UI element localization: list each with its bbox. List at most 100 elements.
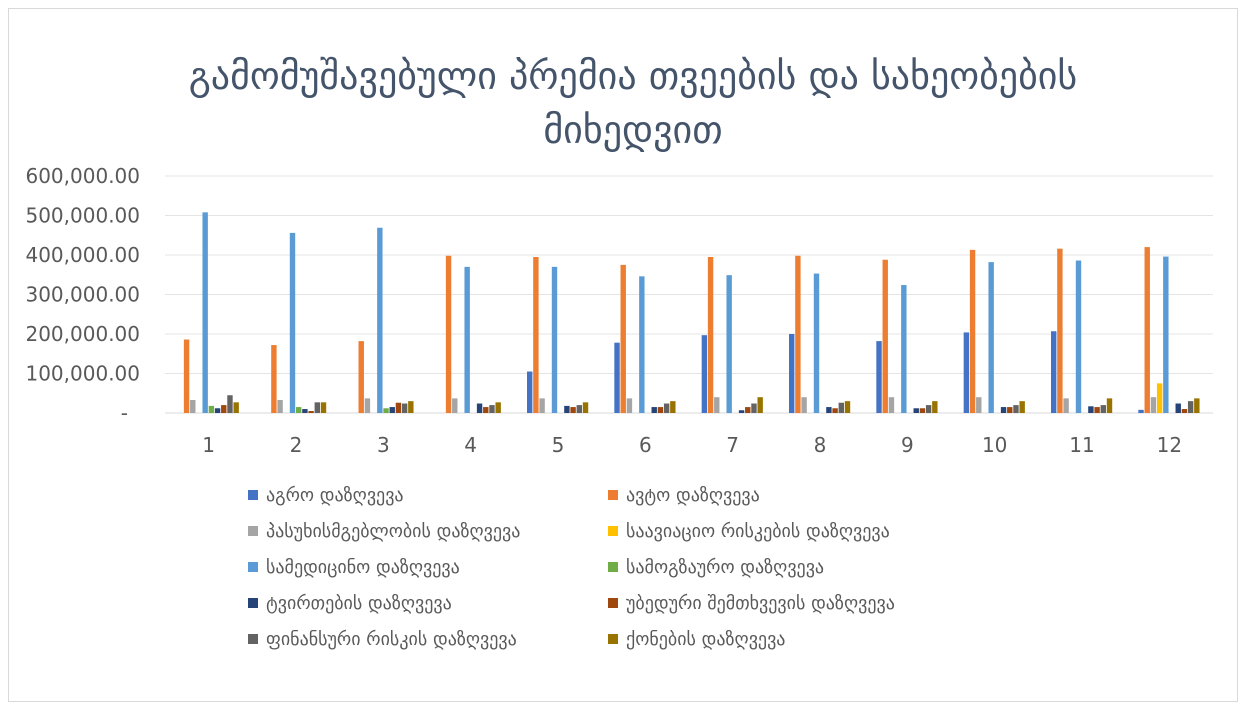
x-tick-label: 4 — [464, 433, 477, 457]
y-tick-label: 200,000.00 — [25, 322, 140, 346]
legend-entry: ავტო დაზღვევა — [608, 484, 1048, 506]
bar — [1057, 248, 1063, 413]
bar — [626, 398, 633, 413]
legend-swatch — [248, 562, 258, 572]
legend-swatch — [248, 634, 258, 644]
bar — [789, 334, 795, 413]
bar — [445, 255, 452, 413]
bar — [876, 341, 882, 413]
bar — [726, 275, 732, 413]
legend-label: ავტო დაზღვევა — [626, 484, 760, 506]
bar — [1150, 397, 1157, 413]
bar — [452, 398, 458, 413]
x-tick-label: 8 — [814, 433, 827, 457]
legend-label: საავიაციო რისკების დაზღვევა — [626, 520, 890, 542]
bar — [214, 408, 221, 413]
bar — [663, 403, 670, 413]
bar — [208, 405, 215, 413]
y-tick-label: 100,000.00 — [25, 362, 140, 386]
y-tick-label: 400,000.00 — [25, 243, 140, 267]
y-tick-label: 500,000.00 — [25, 204, 140, 228]
bar — [1019, 401, 1025, 413]
bar — [1144, 247, 1150, 413]
bar — [464, 266, 470, 413]
bar — [202, 212, 208, 413]
bar — [320, 402, 327, 413]
bar — [1138, 409, 1144, 413]
bar — [564, 405, 570, 413]
bar — [745, 407, 751, 413]
bar — [277, 399, 283, 413]
bar — [476, 403, 483, 413]
bar — [1175, 403, 1181, 413]
bar — [1051, 331, 1057, 413]
bar — [576, 405, 582, 413]
bar — [969, 249, 976, 413]
x-tick-label: 12 — [1157, 433, 1182, 457]
bar — [308, 411, 314, 413]
bar — [1181, 409, 1188, 413]
legend-swatch — [608, 562, 618, 572]
bar — [495, 402, 501, 413]
y-tick-label: 300,000.00 — [25, 283, 140, 307]
legend-entry: სამედიცინო დაზღვევა — [248, 556, 608, 578]
bar — [539, 398, 545, 413]
legend-label: ქონების დაზღვევა — [626, 628, 786, 650]
legend-swatch — [608, 490, 618, 500]
bar — [183, 339, 190, 413]
legend-swatch — [248, 598, 258, 608]
bar — [296, 407, 302, 413]
legend-swatch — [608, 526, 618, 536]
bar — [701, 335, 708, 413]
bar — [489, 405, 495, 413]
bar — [913, 408, 919, 413]
bar — [389, 407, 395, 413]
legend-entry: ქონების დაზღვევა — [608, 628, 1048, 650]
bar — [988, 262, 994, 413]
bar — [888, 397, 895, 413]
chart-title: გამომუშავებული პრემია თვეების და სახეობე… — [188, 54, 1078, 152]
x-tick-label: 3 — [377, 433, 390, 457]
bar — [383, 408, 389, 413]
bar — [751, 403, 757, 413]
legend-label: ტვირთების დაზღვევა — [266, 592, 452, 614]
bar — [651, 407, 657, 413]
legend-swatch — [248, 526, 258, 536]
bar — [801, 397, 807, 413]
bar — [714, 397, 720, 413]
bar — [527, 371, 533, 413]
bar — [1088, 406, 1094, 413]
bar — [614, 342, 620, 413]
legend-entry: პასუხისმგებლობის დაზღვევა — [248, 520, 608, 542]
bar — [738, 410, 745, 413]
bar — [919, 408, 926, 413]
bar — [1013, 405, 1019, 413]
bar — [483, 407, 489, 413]
bar — [1075, 260, 1082, 413]
bar — [1007, 407, 1013, 413]
bar — [1156, 383, 1163, 414]
bar — [364, 398, 371, 413]
bar — [1000, 407, 1007, 413]
bar — [639, 276, 645, 413]
bar — [395, 402, 402, 413]
bar — [932, 401, 938, 413]
bar — [620, 264, 626, 414]
legend-entry: ფინანსური რისკის დაზღვევა — [248, 628, 608, 650]
bar — [551, 266, 558, 413]
bar — [221, 405, 227, 413]
legend-entry: აგრო დაზღვევა — [248, 484, 608, 506]
x-tick-label: 9 — [901, 433, 914, 457]
bar — [826, 407, 832, 413]
bar — [377, 227, 383, 413]
bar — [670, 401, 676, 413]
bar — [844, 401, 851, 413]
x-tick-label: 10 — [982, 433, 1007, 457]
bar — [227, 395, 233, 413]
x-tick-label: 5 — [552, 433, 565, 457]
legend-label: სამოგზაურო დაზღვევა — [626, 556, 825, 578]
bar — [925, 405, 932, 413]
bar — [813, 273, 820, 413]
legend-swatch — [248, 490, 258, 500]
bar — [314, 402, 320, 413]
